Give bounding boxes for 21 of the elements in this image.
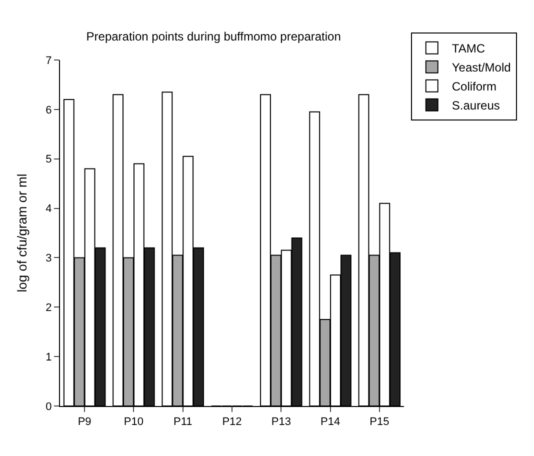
- y-tick-label: 3: [46, 252, 52, 265]
- x-tick-label: P9: [78, 416, 92, 428]
- y-axis-title: log of cfu/gram or ml: [14, 174, 30, 292]
- y-tick-label: 4: [46, 203, 52, 216]
- y-tick-label: 0: [46, 400, 52, 413]
- x-tick-label: P11: [173, 416, 192, 428]
- x-tick-label: P13: [271, 416, 291, 428]
- chart-title: Preparation points during buffmomo preparation: [86, 29, 341, 44]
- y-tick-label: 6: [46, 104, 52, 116]
- y-tick-label: 2: [46, 302, 52, 314]
- x-tick-label: P15: [370, 416, 390, 428]
- x-tick-label: P12: [222, 416, 242, 428]
- y-tick-label: 7: [46, 54, 52, 67]
- legend-label: TAMC: [452, 42, 486, 56]
- y-tick-label: 5: [46, 154, 52, 166]
- legend-label: S.aureus: [452, 98, 500, 112]
- legend-label: Coliform: [452, 80, 497, 94]
- x-tick-label: P10: [124, 416, 144, 428]
- legend-label: Yeast/Mold: [452, 60, 511, 74]
- x-tick-label: P14: [320, 416, 340, 428]
- y-tick-label: 1: [46, 351, 52, 364]
